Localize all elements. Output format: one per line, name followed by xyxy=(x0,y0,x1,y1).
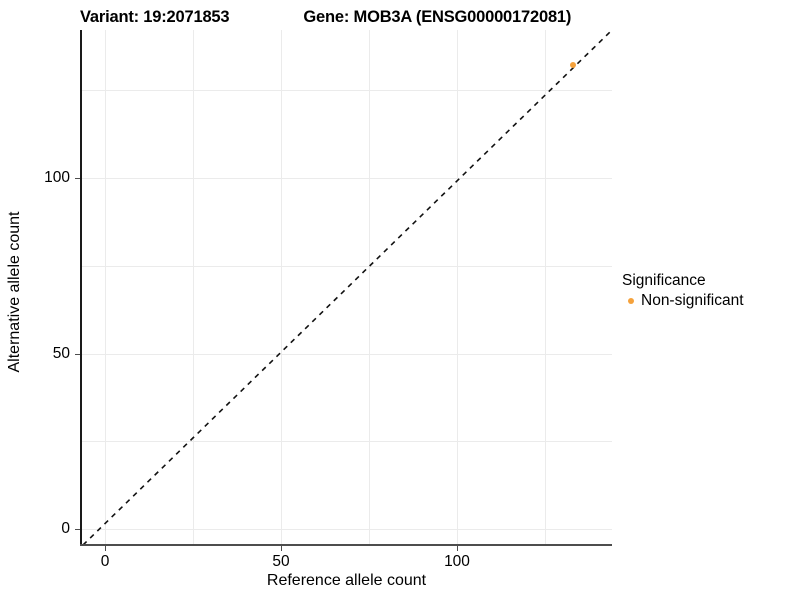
x-tick-100 xyxy=(457,546,458,551)
gridline-x-100 xyxy=(457,30,458,545)
y-tick-100 xyxy=(75,178,80,179)
identity-reference-line xyxy=(81,30,612,545)
x-axis-title: Reference allele count xyxy=(266,572,427,589)
x-tick-0 xyxy=(105,546,106,551)
y-ticklabel-0: 0 xyxy=(61,520,70,537)
gridline-y-0 xyxy=(81,529,612,530)
y-ticklabel-50: 50 xyxy=(52,345,70,362)
y-tick-0 xyxy=(75,529,80,530)
gridline-x-50 xyxy=(281,30,282,545)
gridline-x-125 xyxy=(545,30,546,545)
gridline-y-125 xyxy=(81,90,612,91)
x-tick-50 xyxy=(281,546,282,551)
y-axis-line xyxy=(80,30,82,546)
x-ticklabel-50: 50 xyxy=(272,553,290,570)
y-tick-50 xyxy=(75,354,80,355)
gridline-y-50 xyxy=(81,354,612,355)
plot-panel xyxy=(81,30,612,545)
y-ticklabel-100: 100 xyxy=(44,169,70,186)
gridline-y-100 xyxy=(81,178,612,179)
data-point[interactable] xyxy=(570,62,576,68)
x-ticklabel-0: 0 xyxy=(100,553,110,570)
gridline-x-25 xyxy=(193,30,194,545)
legend-title: Significance xyxy=(622,272,706,289)
plot-title-row: Variant: 19:2071853 Gene: MOB3A (ENSG000… xyxy=(80,4,700,30)
legend-item-non-significant[interactable]: Non-significant xyxy=(622,292,798,310)
legend-key xyxy=(622,292,640,310)
variant-title: Variant: 19:2071853 xyxy=(80,7,230,26)
y-axis-title: Alternative allele count xyxy=(6,211,23,373)
legend-item-label: Non-significant xyxy=(641,292,744,309)
gridline-y-75 xyxy=(81,266,612,267)
gridline-y-25 xyxy=(81,441,612,442)
x-ticklabel-100: 100 xyxy=(444,553,470,570)
circle-marker-icon xyxy=(627,297,635,305)
legend: Significance Non-significant xyxy=(622,272,798,310)
gridline-x-75 xyxy=(369,30,370,545)
x-axis-line xyxy=(80,544,612,546)
gridline-x-0 xyxy=(105,30,106,545)
gene-title: Gene: MOB3A (ENSG00000172081) xyxy=(303,7,572,26)
